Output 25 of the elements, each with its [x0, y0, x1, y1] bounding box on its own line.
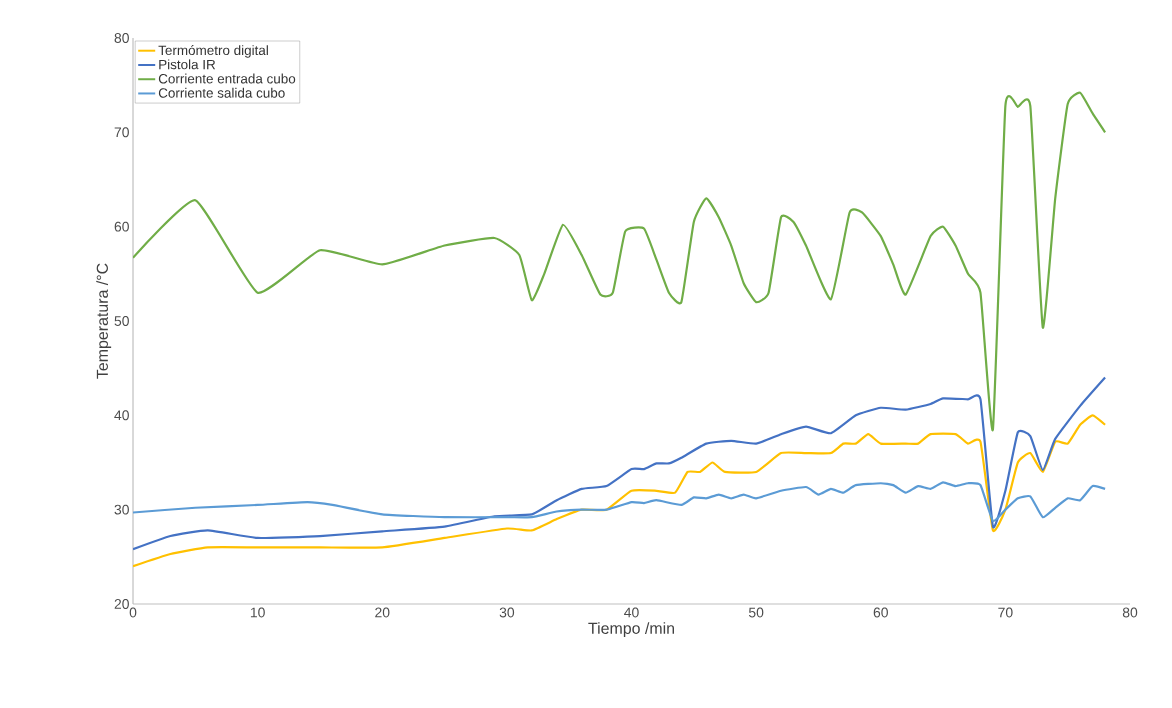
x-tick-label: 70 — [998, 607, 1013, 618]
x-tick-label: 20 — [375, 607, 390, 618]
x-tick-label: 40 — [624, 607, 639, 618]
line-series — [133, 376, 1107, 551]
y-tick-label: 40 — [114, 410, 129, 421]
x-tick-label: 80 — [1122, 607, 1138, 618]
x-tick-label: 0 — [129, 607, 137, 618]
line-series — [133, 414, 1107, 568]
y-tick-label: 50 — [114, 316, 129, 326]
y-tick-label: 20 — [114, 599, 129, 609]
line-series — [133, 481, 1107, 523]
legend-label: Pistola IR — [159, 59, 216, 70]
x-tick-label: 10 — [250, 607, 265, 618]
y-tick-label: 70 — [114, 127, 129, 138]
legend-label: Termómetro digital — [158, 45, 268, 58]
x-axis-title: Tiempo /min — [588, 622, 674, 638]
x-tick-label: 60 — [873, 607, 888, 618]
legend-label: Corriente entrada cubo — [158, 73, 296, 84]
x-tick-label: 30 — [499, 607, 515, 618]
x-tick-label: 50 — [748, 607, 764, 618]
y-tick-label: 80 — [114, 33, 129, 43]
legend-label: Corriente salida cubo — [158, 87, 285, 98]
y-axis-title: Temperatura /°C — [96, 263, 112, 379]
y-tick-label: 60 — [114, 221, 129, 232]
y-tick-label: 30 — [114, 504, 129, 515]
